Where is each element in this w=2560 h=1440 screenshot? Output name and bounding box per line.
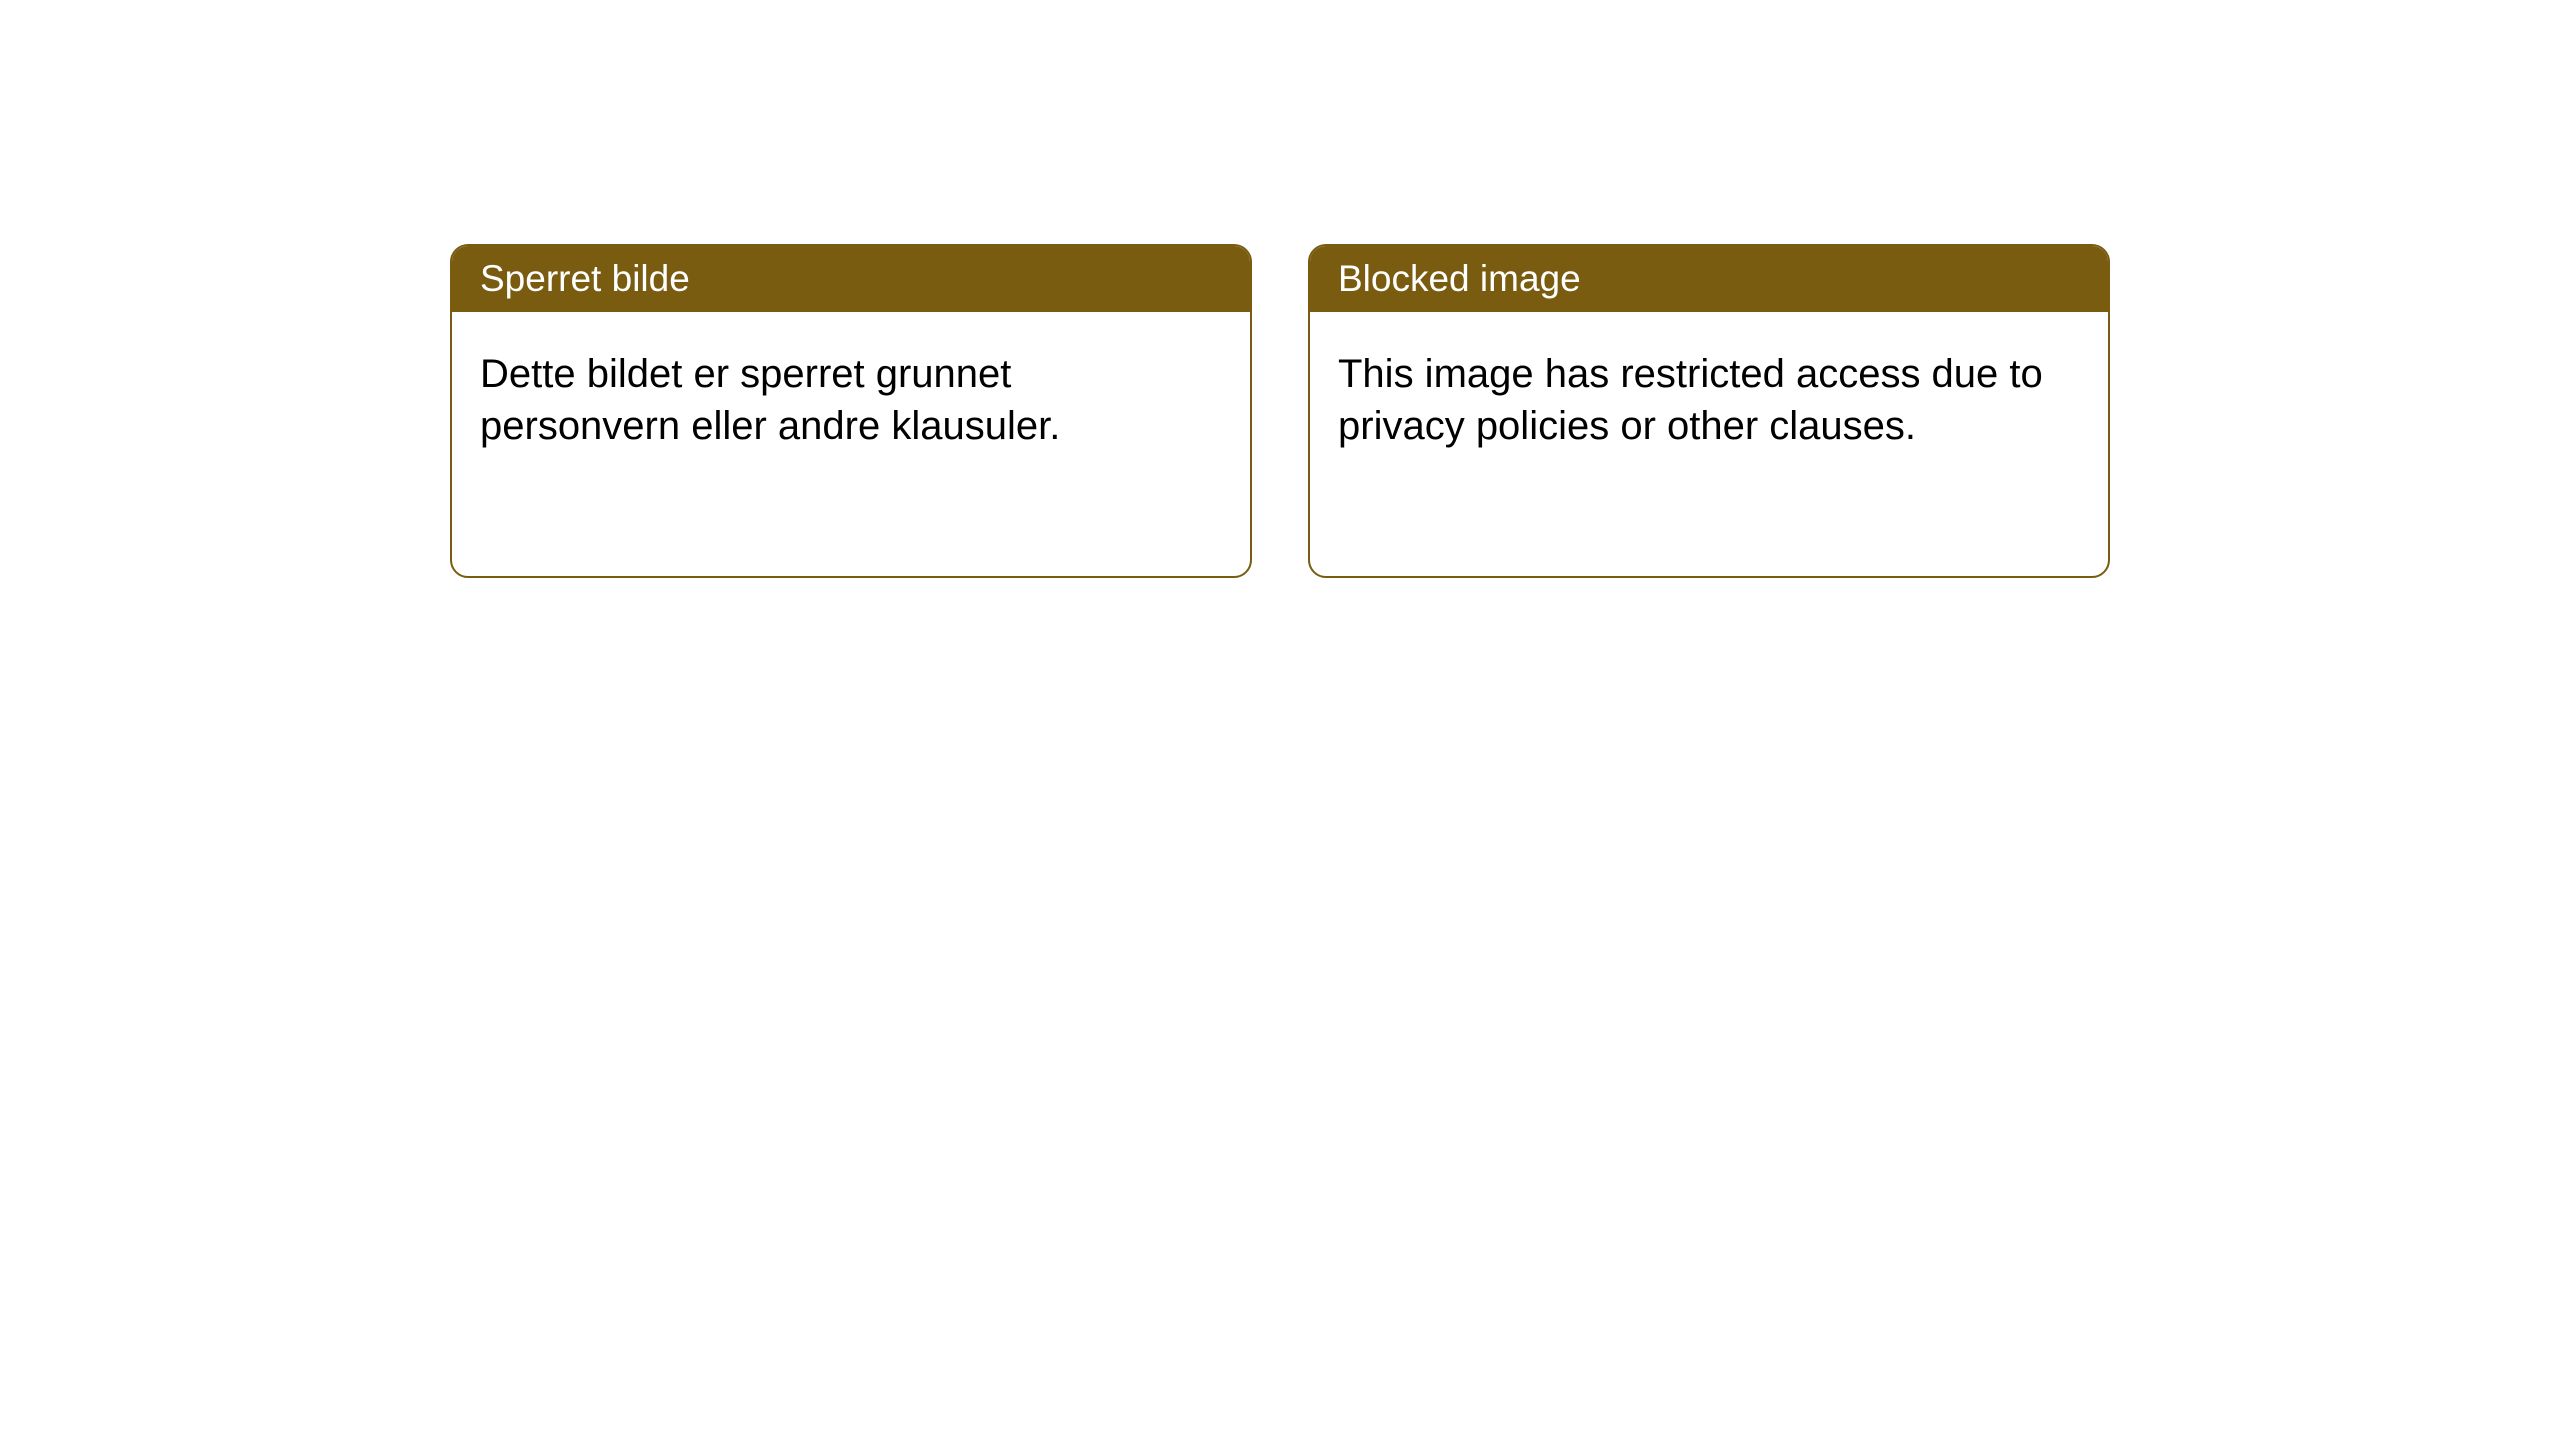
card-body-text: This image has restricted access due to … (1338, 352, 2043, 448)
card-body-text: Dette bildet er sperret grunnet personve… (480, 352, 1060, 448)
notice-cards-container: Sperret bilde Dette bildet er sperret gr… (450, 244, 2110, 578)
card-body: This image has restricted access due to … (1310, 312, 2108, 576)
card-body: Dette bildet er sperret grunnet personve… (452, 312, 1250, 576)
card-header: Blocked image (1310, 246, 2108, 312)
notice-card-norwegian: Sperret bilde Dette bildet er sperret gr… (450, 244, 1252, 578)
notice-card-english: Blocked image This image has restricted … (1308, 244, 2110, 578)
card-header: Sperret bilde (452, 246, 1250, 312)
card-title: Sperret bilde (480, 258, 690, 299)
card-title: Blocked image (1338, 258, 1581, 299)
